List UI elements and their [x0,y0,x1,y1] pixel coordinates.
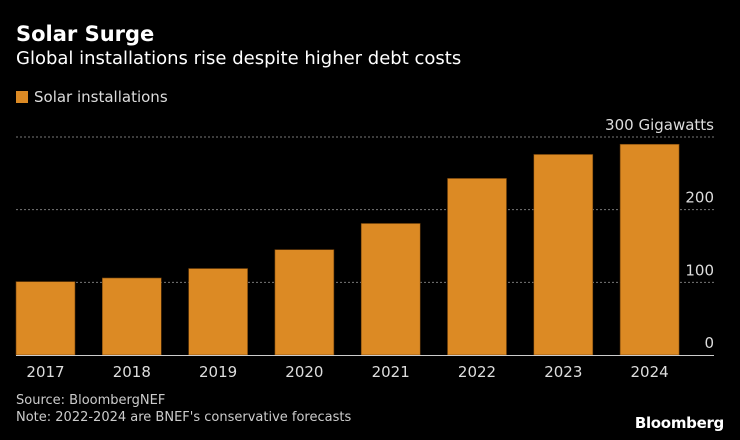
x-tick-label: 2019 [199,363,237,381]
legend-swatch [16,91,28,103]
x-tick-label: 2017 [26,363,64,381]
chart-title: Solar Surge [16,22,155,46]
bar-2020 [274,249,335,356]
note: Note: 2022-2024 are BNEF's conservative … [16,410,352,425]
y-tick-label: 200 [685,189,714,207]
source: Source: BloombergNEF [16,393,166,408]
chart-subtitle: Global installations rise despite higher… [16,48,462,69]
x-tick-label: 2023 [544,363,582,381]
x-tick-label: 2018 [113,363,151,381]
x-tick-label: 2020 [285,363,323,381]
source-note: Source: BloombergNEF Note: 2022-2024 are… [16,392,351,426]
y-tick-label: 100 [685,261,714,279]
bar-2024 [619,143,680,356]
y-tick-label: 0 [704,334,714,352]
legend-label: Solar installations [34,88,168,106]
bar-2021 [360,223,421,356]
x-tick-label: 2021 [372,363,410,381]
x-tick-label: 2022 [458,363,496,381]
bar-2022 [447,178,507,356]
legend: Solar installations [16,88,168,106]
bar-2019 [188,268,248,356]
x-tick-label: 2024 [631,363,669,381]
bar-2018 [102,277,162,356]
bar-2023 [533,154,594,356]
bloomberg-logo: Bloomberg [634,414,724,432]
bar-2017 [15,281,76,356]
y-tick-label: 300 Gigawatts [605,116,714,134]
